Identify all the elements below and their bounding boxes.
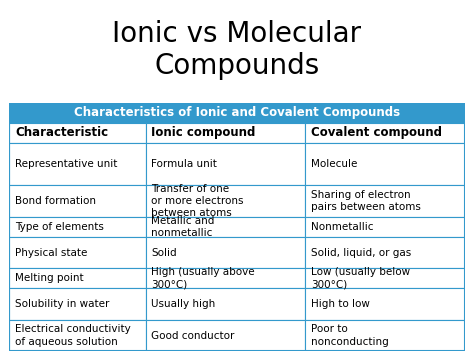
FancyBboxPatch shape	[146, 320, 305, 351]
Text: Characteristics of Ionic and Covalent Compounds: Characteristics of Ionic and Covalent Co…	[74, 106, 400, 119]
Text: Solubility in water: Solubility in water	[15, 299, 109, 309]
Text: High (usually above
300°C): High (usually above 300°C)	[152, 267, 255, 289]
Text: Sharing of electron
pairs between atoms: Sharing of electron pairs between atoms	[311, 190, 420, 212]
Text: Representative unit: Representative unit	[15, 159, 118, 169]
FancyBboxPatch shape	[146, 123, 305, 143]
FancyBboxPatch shape	[305, 185, 465, 217]
FancyBboxPatch shape	[9, 288, 146, 320]
Text: Melting point: Melting point	[15, 273, 83, 283]
Text: Poor to
nonconducting: Poor to nonconducting	[311, 324, 389, 347]
Text: Solid, liquid, or gas: Solid, liquid, or gas	[311, 247, 411, 257]
FancyBboxPatch shape	[9, 268, 146, 288]
FancyBboxPatch shape	[305, 237, 465, 268]
Text: Solid: Solid	[152, 247, 177, 257]
FancyBboxPatch shape	[9, 123, 146, 143]
Text: Good conductor: Good conductor	[152, 331, 235, 341]
Text: Bond formation: Bond formation	[15, 196, 96, 206]
Text: Ionic vs Molecular
Compounds: Ionic vs Molecular Compounds	[112, 20, 362, 80]
FancyBboxPatch shape	[146, 185, 305, 217]
FancyBboxPatch shape	[146, 237, 305, 268]
Text: Formula unit: Formula unit	[152, 159, 217, 169]
FancyBboxPatch shape	[305, 217, 465, 237]
FancyBboxPatch shape	[9, 320, 146, 351]
Text: Usually high: Usually high	[152, 299, 216, 309]
FancyBboxPatch shape	[146, 217, 305, 237]
FancyBboxPatch shape	[9, 237, 146, 268]
FancyBboxPatch shape	[305, 123, 465, 143]
Text: Low (usually below
300°C): Low (usually below 300°C)	[311, 267, 410, 289]
Text: Type of elements: Type of elements	[15, 222, 104, 232]
FancyBboxPatch shape	[9, 103, 465, 123]
Text: Characteristic: Characteristic	[15, 126, 108, 139]
FancyBboxPatch shape	[146, 268, 305, 288]
Text: High to low: High to low	[311, 299, 370, 309]
FancyBboxPatch shape	[305, 320, 465, 351]
FancyBboxPatch shape	[305, 288, 465, 320]
FancyBboxPatch shape	[305, 143, 465, 185]
FancyBboxPatch shape	[9, 143, 146, 185]
Text: Molecule: Molecule	[311, 159, 357, 169]
Text: Metallic and
nonmetallic: Metallic and nonmetallic	[152, 215, 215, 238]
Text: Covalent compound: Covalent compound	[311, 126, 442, 139]
Text: Electrical conductivity
of aqueous solution: Electrical conductivity of aqueous solut…	[15, 324, 131, 347]
FancyBboxPatch shape	[9, 185, 146, 217]
Text: Ionic compound: Ionic compound	[152, 126, 256, 139]
FancyBboxPatch shape	[9, 217, 146, 237]
FancyBboxPatch shape	[305, 268, 465, 288]
Text: Nonmetallic: Nonmetallic	[311, 222, 373, 232]
Text: Transfer of one
or more electrons
between atoms: Transfer of one or more electrons betwee…	[152, 184, 244, 218]
Text: Physical state: Physical state	[15, 247, 87, 257]
FancyBboxPatch shape	[146, 288, 305, 320]
FancyBboxPatch shape	[146, 143, 305, 185]
